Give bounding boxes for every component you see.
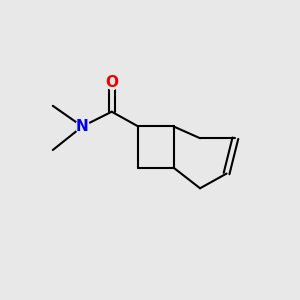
Text: O: O xyxy=(105,75,118,90)
Text: N: N xyxy=(76,119,89,134)
